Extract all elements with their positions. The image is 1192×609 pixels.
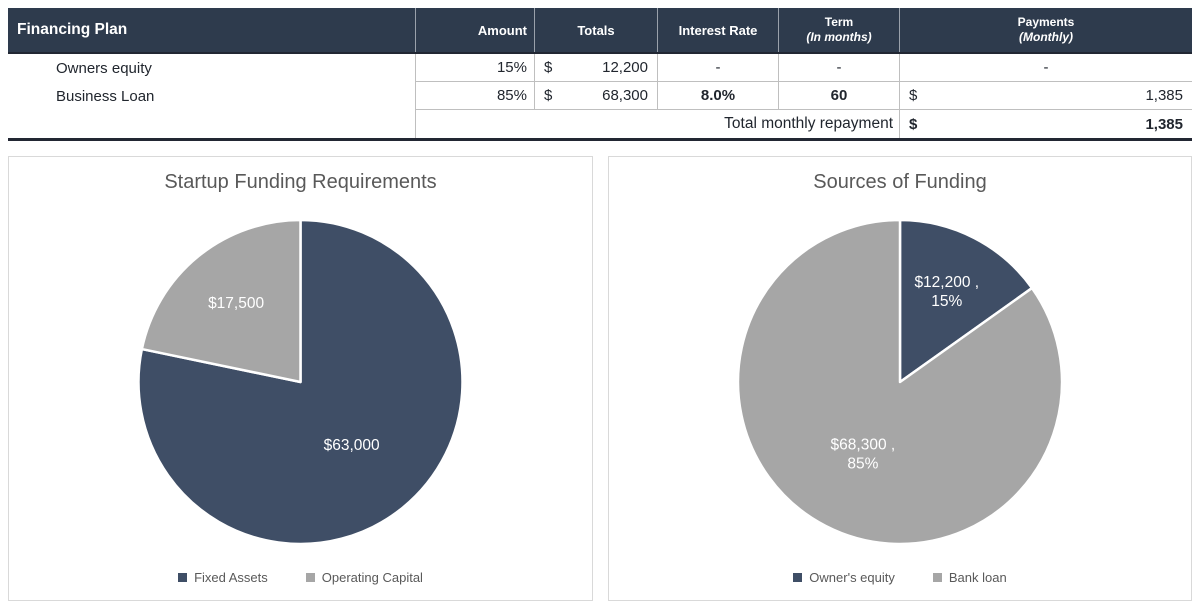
legend-item-operating-capital[interactable]: Operating Capital	[305, 569, 423, 585]
table-header-row: Financing Plan Amount Totals Interest Ra…	[8, 8, 1192, 54]
legend-swatch-icon	[305, 572, 315, 582]
term-header-sublabel: (In months)	[806, 30, 872, 44]
column-header-totals[interactable]: Totals	[534, 8, 657, 52]
pie-slice-label-owner-s-equity: $12,200 , 15%	[914, 274, 979, 310]
column-header-payments[interactable]: Payments (Monthly)	[899, 8, 1192, 52]
total-value: 12,200	[602, 59, 648, 76]
financing-plan-table: Financing Plan Amount Totals Interest Ra…	[8, 8, 1192, 141]
legend-label: Owner's equity	[809, 569, 895, 585]
total-value: 68,300	[602, 87, 648, 104]
pie-slice-label-fixed-assets: $63,000	[324, 437, 380, 454]
table-title: Financing Plan	[17, 21, 128, 38]
payments-header-sublabel: (Monthly)	[1019, 30, 1073, 44]
legend-swatch-icon	[932, 572, 942, 582]
legend-item-bank-loan[interactable]: Bank loan	[932, 569, 1007, 585]
chart-legend: Owner's equity Bank loan	[609, 557, 1191, 597]
pie-slice-operating-capital[interactable]	[140, 218, 302, 384]
chart-title[interactable]: Sources of Funding	[813, 170, 987, 193]
pie-slice-owner-s-equity[interactable]	[898, 218, 1034, 384]
currency-symbol: $	[544, 59, 553, 76]
cell-total-monthly-repayment[interactable]: $ 1,385	[899, 110, 1192, 138]
pie-chart-startup-funding[interactable]: $63,000 $17,500	[9, 207, 592, 557]
currency-symbol: $	[909, 87, 918, 104]
chart-card-startup-funding: Startup Funding Requirements $63,000 $17,…	[8, 156, 593, 601]
pie-slice-label-operating-capital: $17,500	[208, 295, 264, 312]
legend-item-owner-s-equity[interactable]: Owner's equity	[793, 570, 895, 585]
legend-swatch-icon	[178, 572, 188, 582]
table-row-business-loan: Business Loan 85% $ 68,300 8.0% 60 $ 1,3…	[8, 82, 1192, 110]
payments-header-label: Payments	[1017, 15, 1075, 29]
legend-label: Fixed Assets	[194, 569, 268, 585]
pie-slice-fixed-assets[interactable]	[137, 218, 464, 546]
total-repayment-value: 1,385	[1145, 115, 1183, 133]
legend-label: Operating Capital	[321, 569, 423, 585]
legend-label: Bank loan	[948, 569, 1007, 585]
cell-payment[interactable]: -	[899, 54, 1192, 82]
pie-chart-sources-of-funding[interactable]: $12,200 , 15% $68,300 , 85%	[609, 207, 1191, 557]
cell-interest-rate[interactable]: 8.0%	[657, 82, 778, 110]
pie-slice-label-bank-loan: $68,300 , 85%	[831, 436, 896, 472]
cell-empty	[8, 110, 415, 138]
total-monthly-repayment-label[interactable]: Total monthly repayment	[415, 110, 899, 138]
cell-payment[interactable]: $ 1,385	[899, 82, 1192, 110]
column-header-term[interactable]: Term (In months)	[778, 8, 899, 52]
currency-symbol: $	[544, 87, 553, 104]
cell-row-label[interactable]: Business Loan	[56, 87, 155, 105]
legend-item-fixed-assets[interactable]: Fixed Assets	[178, 570, 268, 585]
table-row-owners-equity: Owners equity 15% $ 12,200 - - -	[8, 54, 1192, 82]
cell-term[interactable]: -	[778, 54, 899, 82]
chart-card-sources-of-funding: Sources of Funding $12,200 , 15% $68,300 ,…	[608, 156, 1192, 601]
cell-amount-percent[interactable]: 85%	[415, 82, 534, 110]
cell-amount-percent[interactable]: 15%	[415, 54, 534, 82]
payment-value: 1,385	[1145, 87, 1183, 104]
chart-title[interactable]: Startup Funding Requirements	[164, 170, 437, 193]
legend-swatch-icon	[793, 572, 803, 582]
table-footer-row: Total monthly repayment $ 1,385	[8, 110, 1192, 138]
cell-row-label[interactable]: Owners equity	[56, 59, 152, 77]
pie-slice-bank-loan[interactable]	[736, 218, 1064, 546]
cell-term[interactable]: 60	[778, 82, 899, 110]
column-header-amount[interactable]: Amount	[415, 8, 534, 52]
chart-legend: Fixed Assets Operating Capital	[9, 557, 592, 597]
cell-total[interactable]: $ 68,300	[534, 82, 657, 110]
currency-symbol: $	[909, 115, 918, 133]
cell-total[interactable]: $ 12,200	[534, 54, 657, 82]
term-header-label: Term	[824, 15, 854, 29]
column-header-interest-rate[interactable]: Interest Rate	[657, 8, 778, 52]
cell-interest-rate[interactable]: -	[657, 54, 778, 82]
